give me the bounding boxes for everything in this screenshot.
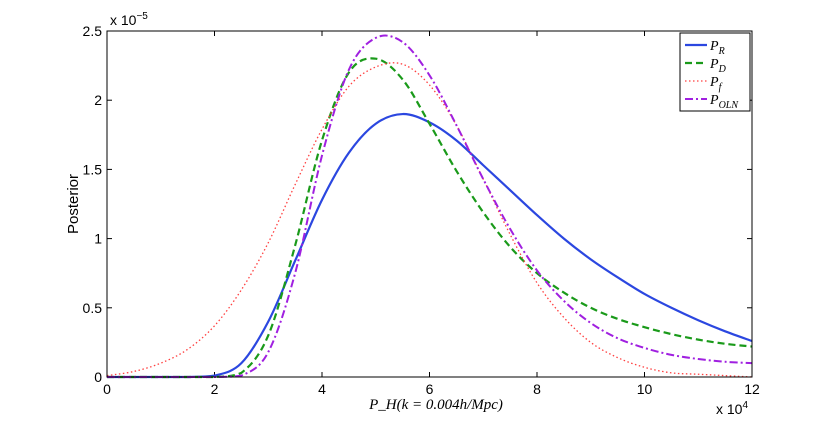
x-multiplier-exp: 4 bbox=[742, 400, 748, 411]
axes-frame bbox=[106, 30, 753, 378]
legend-main: P bbox=[709, 75, 719, 90]
series-line-p-oln bbox=[107, 34, 753, 378]
y-tick-label: 1.5 bbox=[83, 161, 103, 177]
y-multiplier-exp: −5 bbox=[136, 11, 148, 22]
x-tick-label: 0 bbox=[103, 381, 111, 397]
y-tick-label: 2 bbox=[94, 92, 102, 108]
legend-label: Pf bbox=[709, 75, 723, 93]
legend-sub: D bbox=[718, 64, 727, 75]
x-tick-label: 10 bbox=[637, 381, 653, 397]
x-axis-label: P_H(k = 0.004h/Mpc) bbox=[368, 397, 503, 413]
y-tick-label: 2.5 bbox=[83, 23, 103, 39]
x-tick-label: 12 bbox=[744, 381, 760, 397]
series-line-p-r bbox=[107, 112, 753, 379]
legend-sub: OLN bbox=[719, 100, 740, 111]
legend-label: PD bbox=[709, 57, 727, 75]
x-tick-label: 2 bbox=[211, 381, 219, 397]
legend-sub: R bbox=[718, 46, 725, 57]
axis-ticks bbox=[106, 30, 753, 378]
series-line-p-f bbox=[106, 62, 753, 378]
y-multiplier: x 10−5 bbox=[110, 11, 148, 28]
legend-main: P bbox=[709, 39, 719, 54]
legend-label: POLN bbox=[709, 93, 739, 111]
x-tick-label: 4 bbox=[318, 381, 326, 397]
legend-label: PR bbox=[709, 39, 725, 57]
series-lines bbox=[106, 34, 753, 379]
tick-labels: 0 2 4 6 8 10 12 0 0.5 1 1.5 2 2.5 bbox=[83, 23, 760, 397]
y-tick-label: 0 bbox=[94, 369, 102, 385]
y-tick-label: 1 bbox=[94, 231, 102, 247]
legend-main: P bbox=[709, 57, 719, 72]
legend-sub: f bbox=[719, 82, 723, 93]
y-tick-label: 0.5 bbox=[83, 300, 103, 316]
x-multiplier: x 104 bbox=[716, 400, 748, 417]
y-axis-label: Posterior bbox=[65, 174, 82, 234]
legend-main: P bbox=[709, 93, 719, 108]
x-tick-label: 8 bbox=[533, 381, 541, 397]
series-line-p-d bbox=[107, 57, 753, 379]
x-tick-label: 6 bbox=[426, 381, 434, 397]
